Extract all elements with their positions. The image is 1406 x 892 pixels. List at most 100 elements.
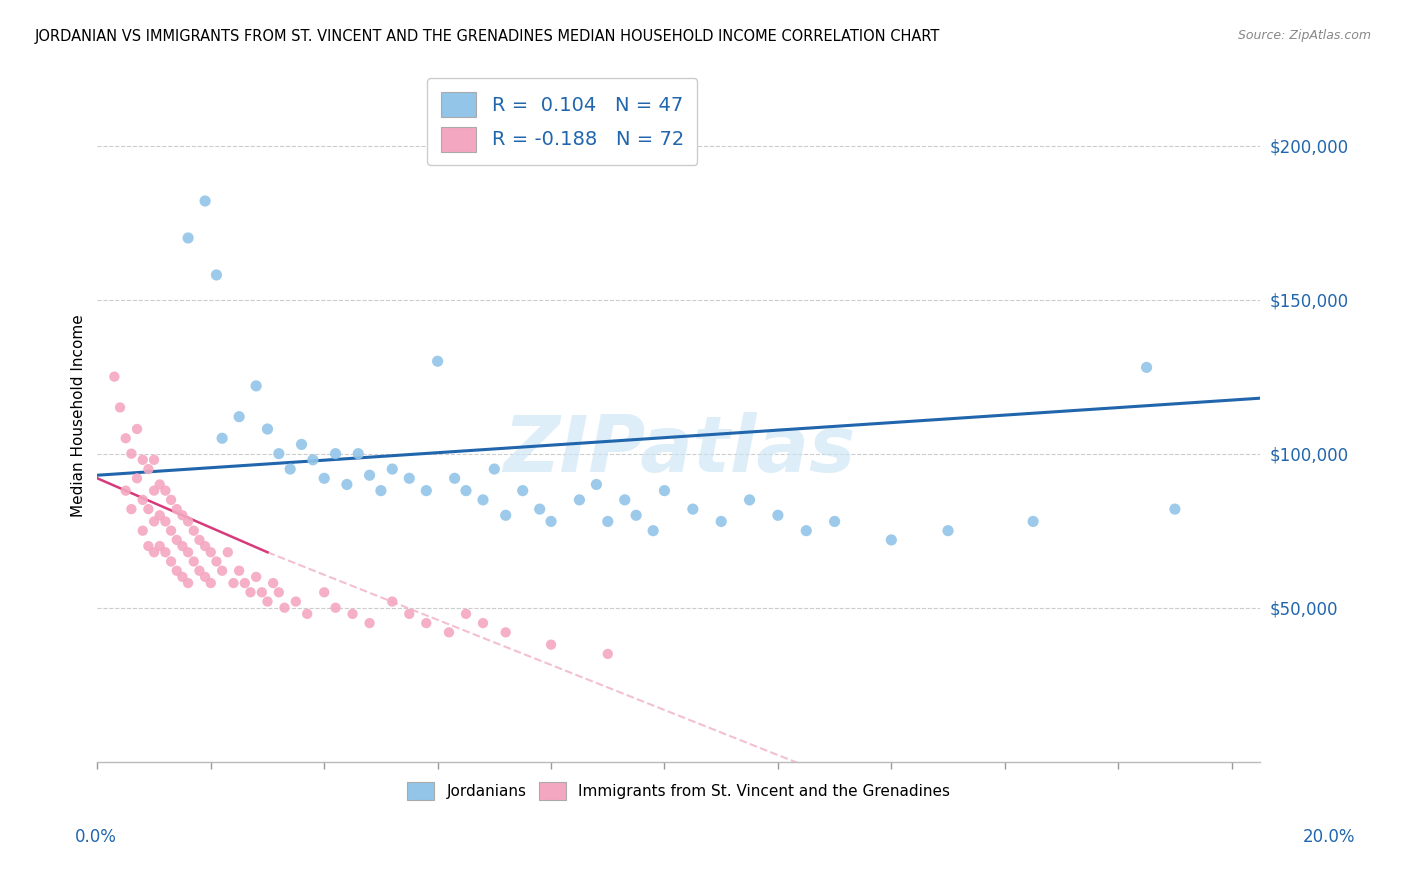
Text: 20.0%: 20.0% [1302, 828, 1355, 846]
Point [194, 539, 217, 553]
Point [228, 564, 250, 578]
Point [160, 492, 183, 507]
Point [426, 354, 449, 368]
Point [284, 594, 307, 608]
Point [143, 545, 166, 559]
Point [472, 492, 495, 507]
Point [613, 492, 636, 507]
Point [149, 477, 172, 491]
Point [273, 600, 295, 615]
Point [495, 625, 517, 640]
Point [155, 483, 177, 498]
Point [160, 554, 183, 568]
Point [302, 452, 325, 467]
Point [177, 545, 200, 559]
Point [200, 545, 222, 559]
Point [200, 576, 222, 591]
Y-axis label: Median Household Income: Median Household Income [72, 314, 86, 516]
Point [114, 483, 136, 498]
Point [824, 515, 846, 529]
Point [194, 194, 217, 208]
Point [682, 502, 704, 516]
Point [1135, 360, 1157, 375]
Point [794, 524, 817, 538]
Point [325, 447, 347, 461]
Legend: Jordanians, Immigrants from St. Vincent and the Grenadines: Jordanians, Immigrants from St. Vincent … [401, 776, 956, 806]
Point [125, 422, 148, 436]
Point [381, 462, 404, 476]
Point [155, 545, 177, 559]
Point [359, 616, 381, 631]
Point [228, 409, 250, 424]
Point [295, 607, 318, 621]
Point [454, 483, 477, 498]
Point [540, 515, 562, 529]
Point [132, 524, 155, 538]
Point [239, 585, 262, 599]
Point [155, 515, 177, 529]
Point [484, 462, 506, 476]
Point [325, 600, 347, 615]
Point [183, 524, 205, 538]
Point [585, 477, 607, 491]
Point [880, 533, 903, 547]
Point [529, 502, 551, 516]
Point [415, 483, 437, 498]
Point [143, 515, 166, 529]
Point [160, 524, 183, 538]
Point [108, 401, 131, 415]
Point [398, 607, 420, 621]
Point [233, 576, 256, 591]
Point [936, 524, 959, 538]
Point [245, 570, 267, 584]
Point [262, 576, 284, 591]
Point [172, 570, 194, 584]
Point [1164, 502, 1187, 516]
Point [643, 524, 665, 538]
Point [336, 477, 359, 491]
Point [120, 447, 142, 461]
Point [166, 533, 188, 547]
Point [278, 462, 301, 476]
Point [132, 492, 155, 507]
Point [250, 585, 273, 599]
Point [172, 508, 194, 523]
Point [738, 492, 761, 507]
Point [342, 607, 364, 621]
Point [472, 616, 495, 631]
Point [596, 647, 619, 661]
Point [245, 379, 267, 393]
Text: 0.0%: 0.0% [75, 828, 117, 846]
Point [120, 502, 142, 516]
Point [398, 471, 420, 485]
Point [512, 483, 534, 498]
Point [540, 638, 562, 652]
Text: Source: ZipAtlas.com: Source: ZipAtlas.com [1237, 29, 1371, 42]
Point [654, 483, 676, 498]
Point [314, 585, 336, 599]
Point [138, 539, 160, 553]
Point [138, 462, 160, 476]
Point [166, 564, 188, 578]
Point [222, 576, 245, 591]
Point [188, 533, 211, 547]
Point [183, 554, 205, 568]
Point [596, 515, 619, 529]
Point [568, 492, 591, 507]
Point [205, 268, 228, 282]
Point [624, 508, 647, 523]
Point [188, 564, 211, 578]
Point [172, 539, 194, 553]
Point [166, 502, 188, 516]
Point [314, 471, 336, 485]
Point [766, 508, 789, 523]
Point [125, 471, 148, 485]
Point [114, 431, 136, 445]
Point [454, 607, 477, 621]
Point [143, 452, 166, 467]
Point [290, 437, 312, 451]
Point [1022, 515, 1045, 529]
Point [103, 369, 125, 384]
Point [205, 554, 228, 568]
Point [211, 564, 233, 578]
